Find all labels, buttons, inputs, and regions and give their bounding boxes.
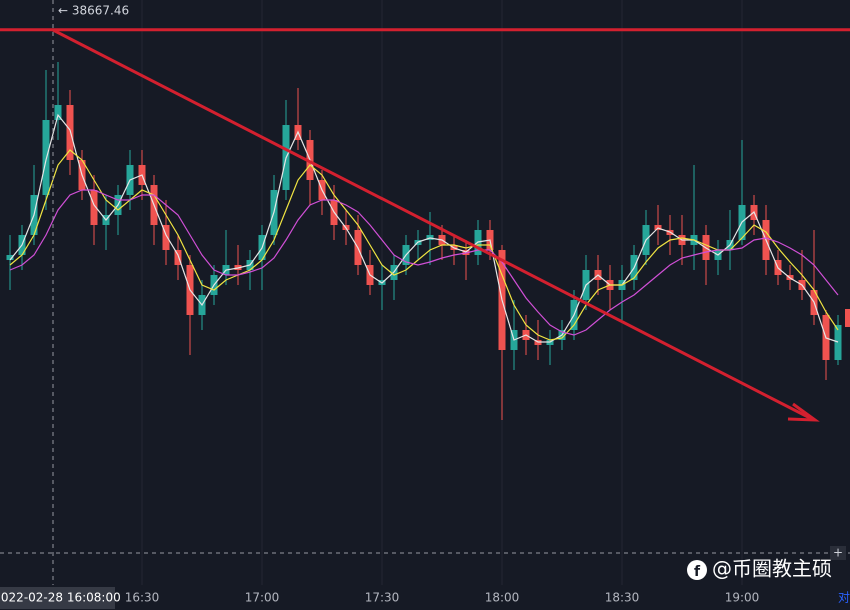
trend-arrow [52,28,811,420]
candle-body [6,255,14,260]
x-tick-label: 18:30 [605,591,640,605]
candle-body [42,120,50,195]
candle-body [66,105,74,160]
candle-body [174,250,182,265]
x-tick-label: 18:00 [485,591,520,605]
candle-body [54,105,62,120]
ma-line [9,113,839,343]
grid [141,0,743,585]
candle-body [834,325,842,360]
corner-label: 对 [838,591,850,605]
x-tick-label: 17:30 [365,591,400,605]
ma-line [9,149,839,341]
watermark-icon-letter: f [694,564,701,580]
ma-line [9,189,839,336]
watermark: @币圈教主硕 [712,557,832,581]
crosshair-label: 2022-02-28 16:08:00 [0,591,121,605]
price-line-label: ← 38667.46 [58,4,129,18]
watermark-icon [687,560,707,580]
marks [0,28,850,420]
candle-body [162,225,170,250]
candle-body [90,190,98,225]
x-tick-label: 17:00 [245,591,280,605]
crosshair-label-box [0,587,115,609]
last-price-marker [845,309,850,327]
crosshair-plus [830,546,846,560]
crosshair-plus-icon: + [833,546,843,560]
trend-arrow-head [787,402,820,422]
x-tick-label: 16:30 [125,591,160,605]
x-tick-label: 19:00 [725,591,760,605]
